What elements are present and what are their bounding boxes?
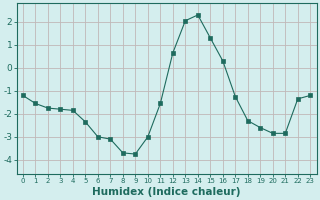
X-axis label: Humidex (Indice chaleur): Humidex (Indice chaleur) xyxy=(92,187,241,197)
